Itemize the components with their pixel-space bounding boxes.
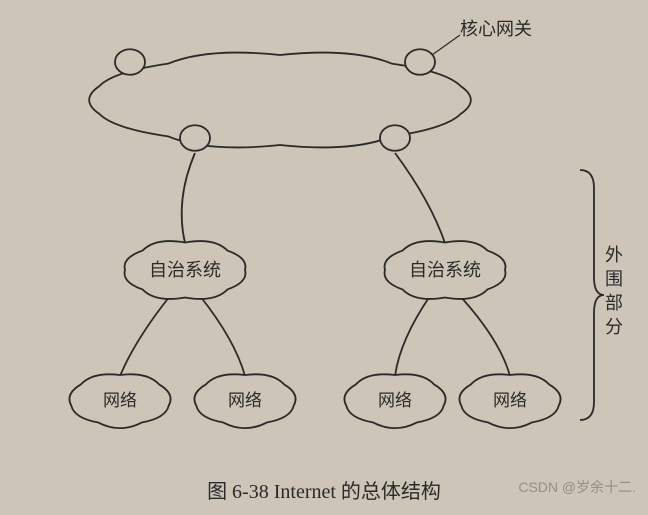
edge [182, 153, 195, 243]
gateway-circle [180, 125, 210, 151]
edge [200, 296, 245, 376]
diagram-svg: 自治系统 自治系统网络 网络 网络 网络 [0, 0, 648, 460]
edge [395, 296, 430, 376]
edge [395, 153, 445, 243]
core-gateway-label: 核心网关 [460, 15, 532, 41]
edge [120, 296, 170, 376]
edge [460, 296, 510, 376]
periphery-label: 外围部分 [600, 245, 626, 341]
network-cloud-label: 网络 [103, 391, 137, 410]
gateway-circle [380, 125, 410, 151]
network-cloud-label: 网络 [228, 391, 262, 410]
pointer-line [432, 35, 460, 55]
gateway-circle [405, 49, 435, 75]
as-cloud-label: 自治系统 [149, 260, 221, 280]
watermark: CSDN @岁余十二. [518, 477, 636, 497]
network-cloud-label: 网络 [378, 391, 412, 410]
gateway-circle [115, 49, 145, 75]
network-cloud-label: 网络 [493, 391, 527, 410]
as-cloud-label: 自治系统 [409, 260, 481, 280]
